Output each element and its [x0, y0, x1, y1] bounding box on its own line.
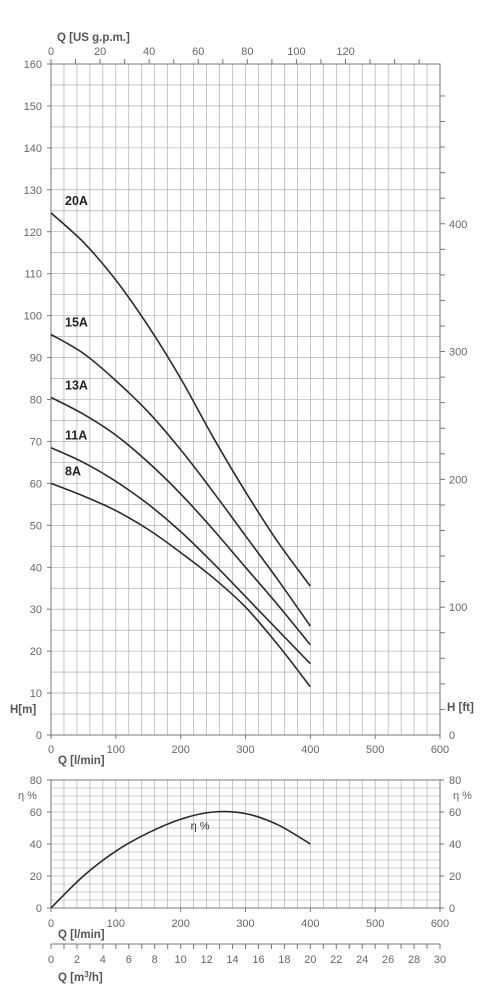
x-tick-label: 0	[48, 744, 54, 756]
y-tick-label: 100	[24, 311, 42, 323]
curve-20a	[50, 212, 311, 587]
eta-y-tick-label: 20	[30, 871, 42, 883]
y-tick-label: 120	[24, 227, 42, 239]
right-tick-label: 100	[449, 602, 467, 614]
curve-11a	[50, 446, 311, 665]
right-tick-label: 400	[449, 219, 467, 231]
top-tick-label: 40	[143, 46, 155, 58]
y-axis-title: H[m]	[10, 704, 36, 716]
head-curves	[50, 212, 311, 688]
eta-x-tick-label: 100	[107, 918, 125, 930]
top-tick-label: 20	[94, 46, 106, 58]
m3h-tick-label: 20	[304, 954, 316, 966]
top-tick-label: 80	[241, 46, 253, 58]
y-tick-label: 20	[30, 646, 42, 658]
eta-x-tick-label: 300	[236, 918, 254, 930]
y-tick-label: 0	[36, 730, 42, 742]
curve-label-13a: 13A	[65, 378, 88, 392]
y-tick-label: 160	[24, 59, 42, 71]
eta-y-tick-label: 0	[36, 903, 42, 915]
eta-right-tick-label: 60	[449, 807, 461, 819]
x-tick-label: 200	[171, 744, 189, 756]
curve-13a	[50, 396, 311, 646]
m3h-tick-label: 22	[330, 954, 342, 966]
y-tick-label: 90	[30, 353, 42, 365]
head-chart-labels: 0 10 20 30 40 50 60 70 80 90 100 110 120 130 140 150 160…	[10, 32, 474, 767]
eta-right-tick-label: 40	[449, 839, 461, 851]
top-axis-title: Q [US g.p.m.]	[57, 32, 130, 44]
m3h-tick-label: 16	[252, 954, 264, 966]
m3h-tick-label: 28	[408, 954, 420, 966]
right-tick-label: 0	[449, 730, 455, 742]
eta-y-tick-label: 40	[30, 839, 42, 851]
eta-y-tick-label: 60	[30, 807, 42, 819]
y-tick-label: 50	[30, 520, 42, 532]
eta-x-tick-label: 200	[171, 918, 189, 930]
efficiency-curve	[50, 810, 311, 909]
y-tick-label: 60	[30, 478, 42, 490]
curve-label-8a: 8A	[65, 464, 81, 478]
curve-label-15a: 15A	[65, 315, 88, 329]
x-tick-label: 600	[431, 744, 449, 756]
top-tick-label: 60	[192, 46, 204, 58]
m3h-tick-label: 2	[74, 954, 80, 966]
m3h-tick-label: 30	[434, 954, 446, 966]
y-tick-label: 150	[24, 101, 42, 113]
m3h-tick-label: 26	[382, 954, 394, 966]
top-tick-label: 0	[48, 46, 54, 58]
m3h-tick-label: 0	[48, 954, 54, 966]
x-axis-title: Q [l/min]	[58, 755, 105, 767]
eta-x-tick-label: 600	[431, 918, 449, 930]
y-tick-label: 140	[24, 143, 42, 155]
y-tick-label: 80	[30, 395, 42, 407]
head-chart-grid	[50, 63, 441, 736]
efficiency-chart-grid	[50, 779, 441, 909]
y-tick-label: 130	[24, 185, 42, 197]
y-tick-label: 40	[30, 562, 42, 574]
y-tick-label: 10	[30, 688, 42, 700]
eta-y-tick-label: 80	[30, 775, 42, 787]
y-tick-label: 110	[24, 269, 42, 281]
m3h-tick-label: 18	[278, 954, 290, 966]
right-axis-title: H [ft]	[447, 702, 474, 714]
top-tick-label: 100	[287, 46, 305, 58]
m3h-tick-label: 12	[200, 954, 212, 966]
m3h-tick-label: 14	[226, 954, 238, 966]
x-tick-label: 400	[301, 744, 319, 756]
m3h-tick-label: 6	[126, 954, 132, 966]
x-tick-label: 300	[236, 744, 254, 756]
eta-x-tick-label: 0	[48, 918, 54, 930]
m3h-tick-label: 4	[100, 954, 106, 966]
m3h-tick-label: 10	[175, 954, 187, 966]
eta-y-axis-title: η %	[18, 790, 37, 802]
y-tick-label: 30	[30, 604, 42, 616]
eta-right-tick-label: 0	[449, 903, 455, 915]
m3h-tick-label: 24	[356, 954, 368, 966]
eta-x-axis-title: Q [l/min]	[58, 929, 105, 941]
eta-x-tick-label: 500	[366, 918, 384, 930]
eta-right-tick-label: 80	[449, 775, 461, 787]
curve-label-20a: 20A	[65, 194, 88, 208]
top-tick-label: 120	[336, 46, 354, 58]
efficiency-curves	[50, 810, 311, 909]
eta-right-axis-title: η %	[453, 790, 472, 802]
right-tick-label: 300	[449, 347, 467, 359]
curve-8a	[50, 482, 311, 688]
m3h-tick-label: 8	[152, 954, 158, 966]
efficiency-curve-label: η %	[191, 821, 210, 833]
eta-right-tick-label: 20	[449, 871, 461, 883]
curve-label-11a: 11A	[65, 429, 87, 443]
x-tick-label: 500	[366, 744, 384, 756]
m3h-axis-title: Q [m3/h]	[58, 970, 103, 985]
eta-x-tick-label: 400	[301, 918, 319, 930]
curve-15a	[50, 333, 311, 627]
right-tick-label: 200	[449, 474, 467, 486]
x-tick-label: 100	[107, 744, 125, 756]
y-tick-label: 70	[30, 436, 42, 448]
